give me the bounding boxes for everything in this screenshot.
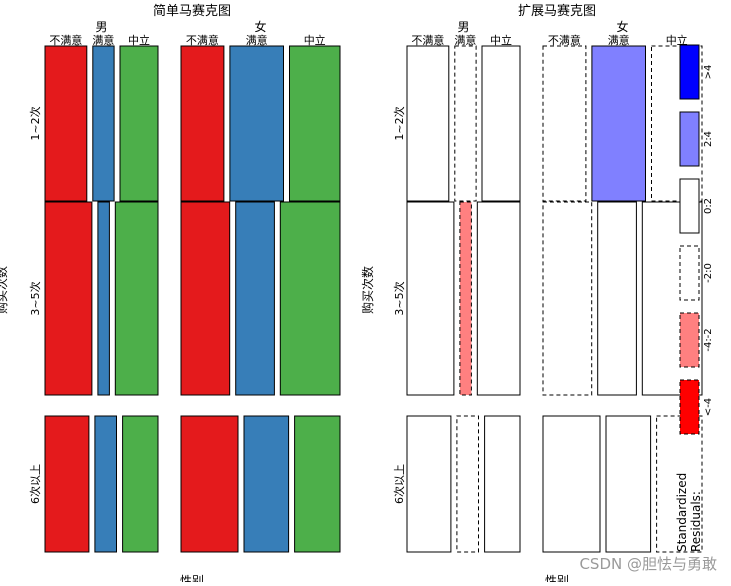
x-axis-title-simple: 性别 xyxy=(180,574,204,582)
watermark: CSDN @胆怯与勇敢 xyxy=(579,555,717,573)
residual-cell-男-6次以上-中立 xyxy=(484,415,521,553)
residual-cell-女-6次以上-不满意 xyxy=(542,415,601,553)
mosaic-cell-女-6次以上-满意 xyxy=(243,415,290,553)
residual-cell-女-1~2次-满意 xyxy=(591,45,647,202)
row-label-3~5次: 3~5次 xyxy=(392,281,406,315)
mosaic-cell-女-6次以上-不满意 xyxy=(180,415,239,553)
mosaic-cell-女-1~2次-满意 xyxy=(229,45,284,202)
residual-cell-男-6次以上-满意 xyxy=(456,415,479,553)
x-axis-title-extended: 性别 xyxy=(545,574,569,582)
legend-swatch--4:-2 xyxy=(679,312,700,368)
y-axis-title-simple: 购买次数 xyxy=(0,266,9,314)
legend-swatch--2:0 xyxy=(679,245,700,301)
legend-title-line1: Standardized xyxy=(675,473,689,552)
level-label-男-满意: 满意 xyxy=(454,33,476,47)
mosaic-cell-男-3~5次-中立 xyxy=(114,201,159,396)
legend-swatch-0:2 xyxy=(679,178,700,234)
residual-cell-男-3~5次-不满意 xyxy=(406,201,455,396)
legend-label->4: >4 xyxy=(703,65,714,80)
residual-cell-男-6次以上-不满意 xyxy=(406,415,452,553)
chart-title-simple: 简单马赛克图 xyxy=(153,3,231,19)
mosaic-cell-女-3~5次-满意 xyxy=(235,201,275,396)
level-label-男-不满意: 不满意 xyxy=(49,33,82,47)
mosaic-cell-男-6次以上-不满意 xyxy=(44,415,90,553)
legend-label-<-4: <-4 xyxy=(703,398,714,416)
mosaic-cell-女-3~5次-不满意 xyxy=(180,201,231,396)
mosaic-cell-男-1~2次-满意 xyxy=(92,45,115,202)
level-label-女-满意: 满意 xyxy=(608,33,630,47)
row-label-3~5次: 3~5次 xyxy=(28,281,42,315)
legend-label--4:-2: -4:-2 xyxy=(703,328,714,351)
mosaic-cell-女-1~2次-不满意 xyxy=(180,45,225,202)
mosaic-cell-女-6次以上-中立 xyxy=(294,415,341,553)
residual-cell-男-3~5次-满意 xyxy=(459,201,472,396)
mosaic-cell-男-1~2次-中立 xyxy=(119,45,159,202)
residual-cell-女-1~2次-不满意 xyxy=(542,45,587,202)
group-label-女: 女 xyxy=(616,19,628,34)
level-label-男-中立: 中立 xyxy=(490,33,512,47)
mosaic-cell-女-3~5次-中立 xyxy=(279,201,341,396)
row-label-6次以上: 6次以上 xyxy=(28,464,42,504)
residual-cell-女-3~5次-不满意 xyxy=(542,201,593,396)
chart-title-extended: 扩展马赛克图 xyxy=(518,3,596,19)
row-label-6次以上: 6次以上 xyxy=(392,464,406,504)
residual-cell-男-3~5次-中立 xyxy=(476,201,521,396)
legend-title-line2: Residuals: xyxy=(689,491,703,552)
residual-cell-女-6次以上-中立 xyxy=(656,415,703,553)
legend-label-2:4: 2:4 xyxy=(703,131,714,147)
mosaic-cell-男-6次以上-满意 xyxy=(94,415,118,553)
mosaic-cell-女-1~2次-中立 xyxy=(289,45,341,202)
row-label-1~2次: 1~2次 xyxy=(392,106,406,140)
group-label-男: 男 xyxy=(457,20,469,34)
level-label-女-不满意: 不满意 xyxy=(186,33,219,47)
mosaic-cell-男-1~2次-不满意 xyxy=(44,45,88,202)
legend-swatch->4 xyxy=(679,44,700,100)
level-label-男-满意: 满意 xyxy=(92,33,114,47)
residual-cell-男-1~2次-满意 xyxy=(454,45,477,202)
legend-label--2:0: -2:0 xyxy=(703,263,714,283)
legend-label-0:2: 0:2 xyxy=(703,198,714,214)
residual-cell-女-3~5次-满意 xyxy=(597,201,637,396)
y-axis-title-extended: 购买次数 xyxy=(360,266,375,314)
level-label-女-满意: 满意 xyxy=(246,33,268,47)
level-label-女-中立: 中立 xyxy=(304,33,326,47)
group-label-男: 男 xyxy=(95,20,107,34)
mosaic-cell-男-3~5次-满意 xyxy=(97,201,110,396)
group-label-女: 女 xyxy=(254,19,266,34)
residual-cell-男-1~2次-不满意 xyxy=(406,45,450,202)
level-label-女-中立: 中立 xyxy=(666,33,688,47)
mosaic-cell-男-3~5次-不满意 xyxy=(44,201,93,396)
residual-cell-男-1~2次-中立 xyxy=(481,45,521,202)
row-label-1~2次: 1~2次 xyxy=(28,106,42,140)
level-label-男-中立: 中立 xyxy=(128,33,150,47)
level-label-男-不满意: 不满意 xyxy=(411,33,444,47)
legend-swatch-<-4 xyxy=(679,379,700,435)
mosaic-cell-男-6次以上-中立 xyxy=(122,415,159,553)
residual-cell-女-6次以上-满意 xyxy=(605,415,652,553)
level-label-女-不满意: 不满意 xyxy=(548,33,581,47)
legend-swatch-2:4 xyxy=(679,111,700,167)
